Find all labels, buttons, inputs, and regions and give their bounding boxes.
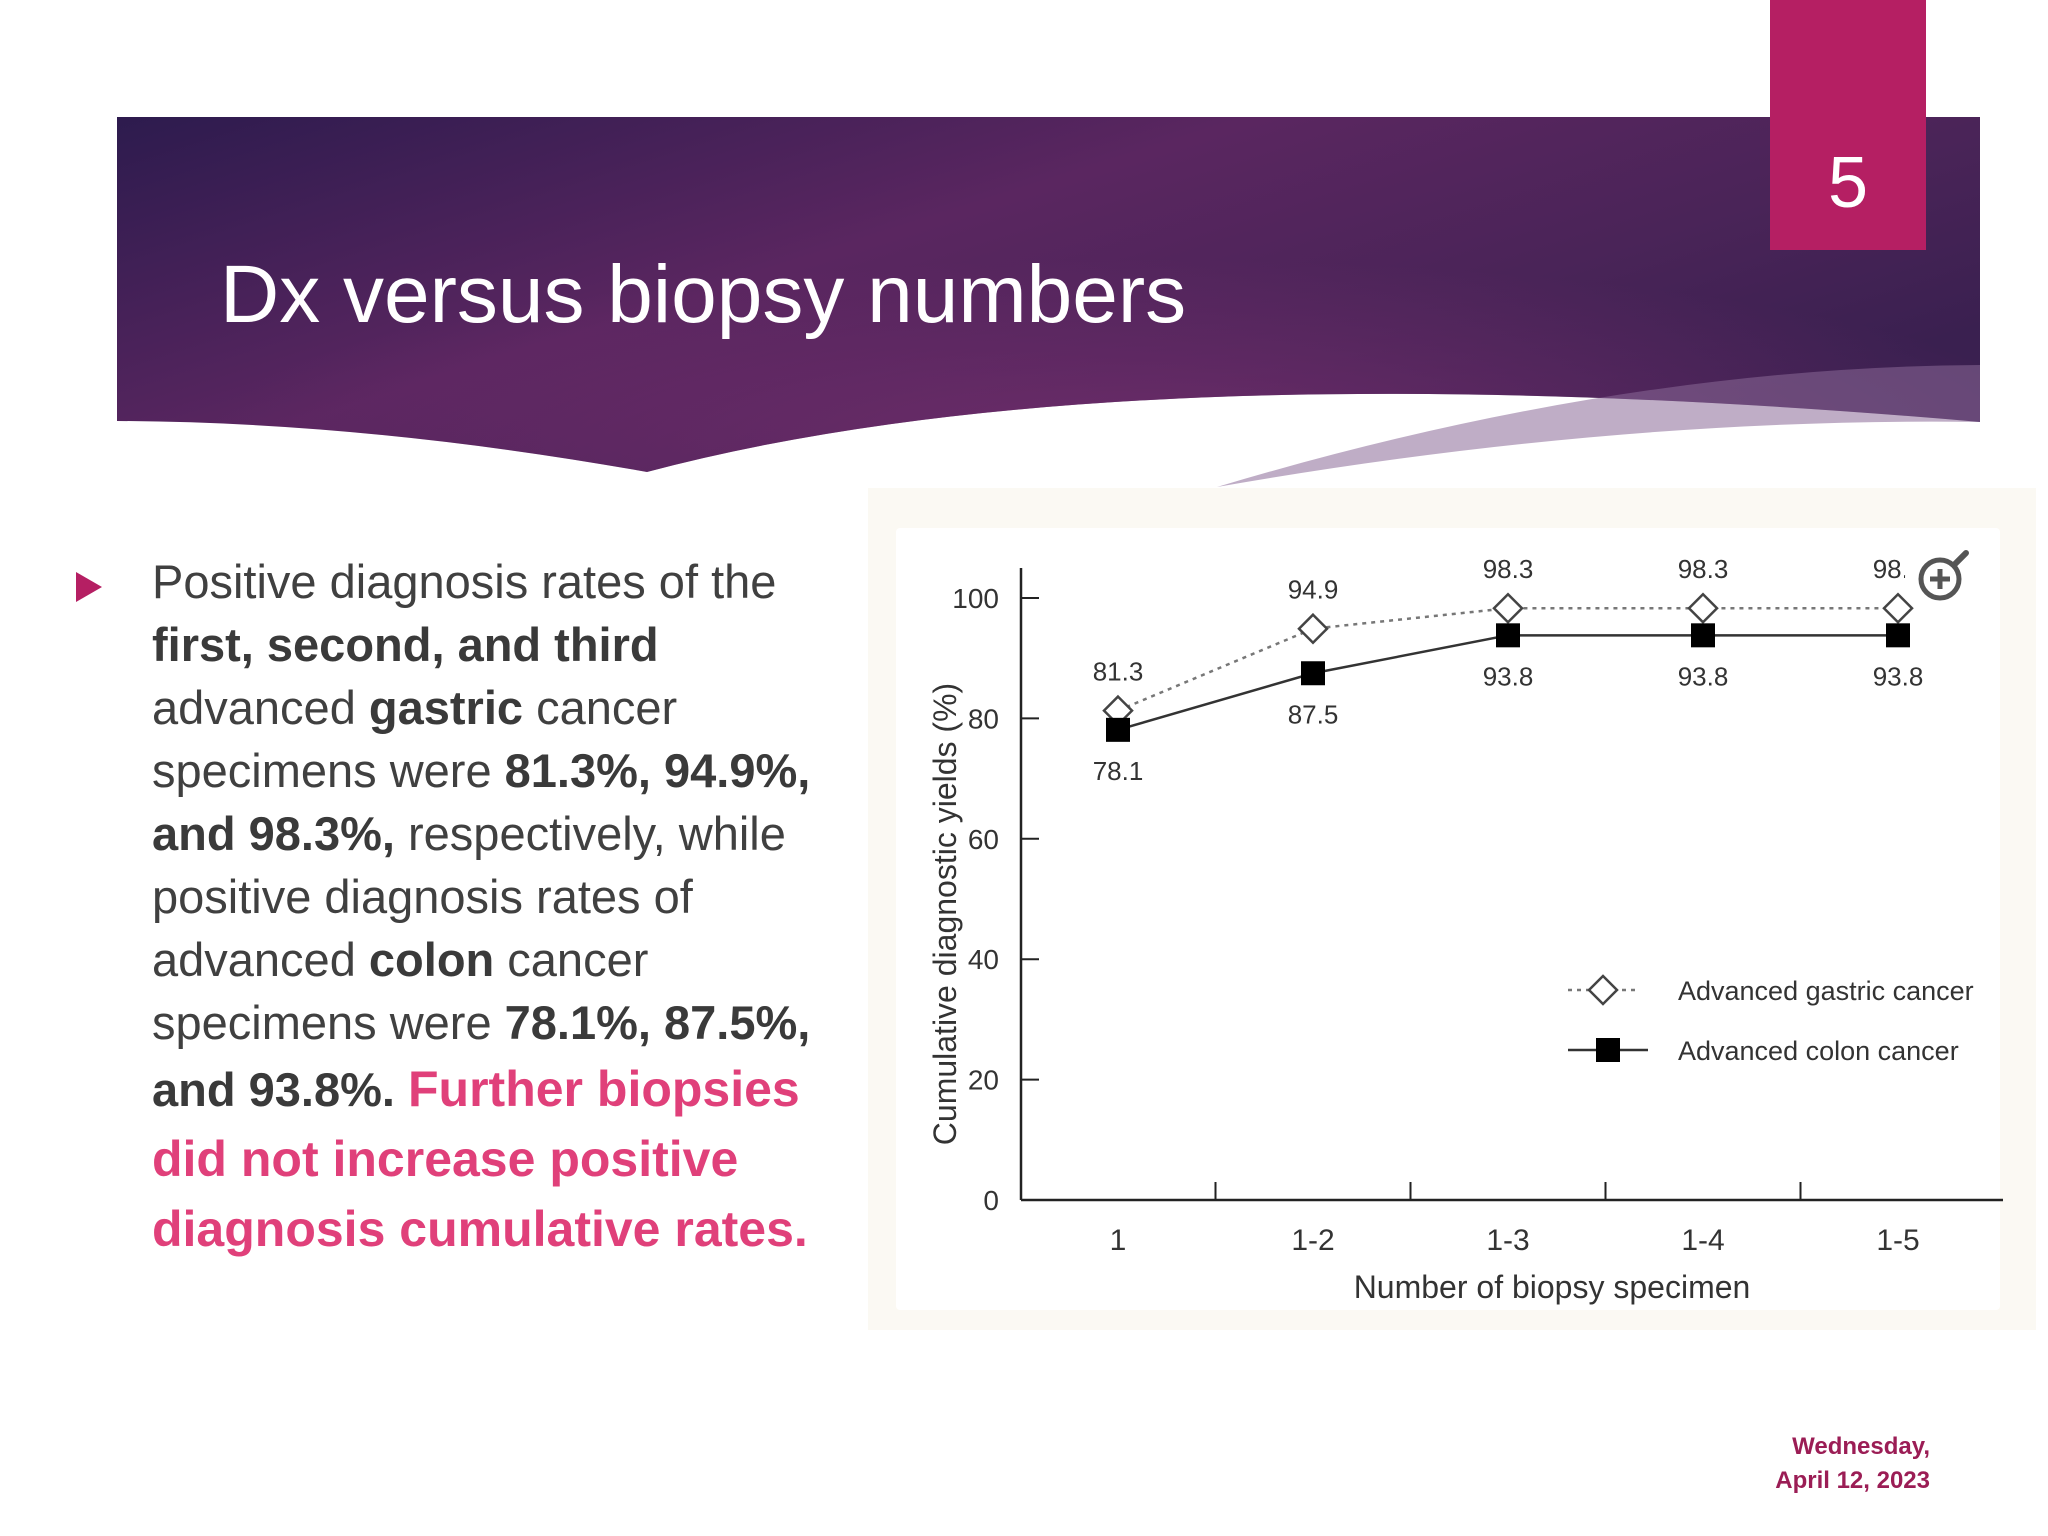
gastric-data-label: 98.3 bbox=[1483, 554, 1534, 584]
page-number: 5 bbox=[1827, 143, 1869, 223]
legend-label-gastric: Advanced gastric cancer bbox=[1678, 976, 1974, 1006]
gastric-data-label: 94.9 bbox=[1288, 575, 1339, 605]
title-banner bbox=[117, 117, 1980, 487]
triangle-bullet-icon bbox=[76, 572, 102, 602]
y-tick-label: 80 bbox=[968, 703, 999, 734]
x-tick-label: 1 bbox=[1110, 1224, 1127, 1257]
colon-point bbox=[1886, 623, 1910, 648]
x-tick-label: 1-5 bbox=[1876, 1224, 1919, 1257]
text-run: cancer specimens were bbox=[152, 933, 649, 1049]
bold-run: gastric bbox=[368, 681, 524, 734]
legend-marker-colon bbox=[1596, 1038, 1620, 1062]
text-run: advanced bbox=[152, 681, 369, 734]
gastric-data-label: 81.3 bbox=[1093, 657, 1144, 687]
colon-point bbox=[1691, 623, 1715, 648]
text-run: respectively, while positive diagnosis r… bbox=[152, 807, 786, 986]
y-tick-label: 0 bbox=[983, 1185, 999, 1216]
y-axis-title: Cumulative diagnostic yields (%) bbox=[927, 683, 963, 1145]
line-chart: 0 20 40 60 80 100 1 1-2 1-3 1-4 1-5 Number of biops… bbox=[896, 528, 2003, 1310]
colon-data-label: 78.1 bbox=[1093, 756, 1144, 786]
colon-data-label: 87.5 bbox=[1288, 699, 1339, 729]
x-tick-label: 1-3 bbox=[1486, 1224, 1529, 1257]
gastric-point bbox=[1492, 592, 1524, 625]
date-weekday: Wednesday, bbox=[1792, 1433, 1930, 1460]
colon-point bbox=[1496, 623, 1520, 648]
legend-marker-gastric bbox=[1587, 974, 1619, 1006]
gastric-point bbox=[1882, 592, 1914, 625]
highlight-text: Further biopsies did not increase positi… bbox=[152, 1061, 808, 1257]
slide-title: Dx versus biopsy numbers bbox=[220, 249, 1187, 340]
y-tick-label: 40 bbox=[968, 944, 999, 975]
text-run: cancer specimens were bbox=[152, 681, 678, 797]
bold-run: colon bbox=[368, 933, 495, 986]
x-tick-label: 1-4 bbox=[1681, 1224, 1724, 1257]
zoom-in-icon bbox=[1918, 550, 1969, 601]
chart-frame bbox=[896, 528, 2000, 1310]
x-tick-label: 1-2 bbox=[1291, 1224, 1334, 1257]
y-tick-label: 60 bbox=[968, 824, 999, 855]
gastric-point bbox=[1297, 612, 1329, 645]
zoom-button[interactable] bbox=[1905, 538, 1983, 616]
bold-run: 78.1%, 87.5%, and 93.8%. bbox=[152, 996, 811, 1116]
y-tick-label: 100 bbox=[952, 583, 999, 614]
x-axis-title: Number of biopsy specimen bbox=[1354, 1269, 1751, 1305]
slide-date: Wednesday, April 12, 2023 bbox=[1700, 1430, 1930, 1498]
text-run: Positive diagnosis rates of the bbox=[152, 555, 777, 608]
colon-data-label: 93.8 bbox=[1678, 661, 1729, 691]
colon-data-label: 93.8 bbox=[1483, 661, 1534, 691]
colon-data-label: 93.8 bbox=[1873, 661, 1924, 691]
legend-label-colon: Advanced colon cancer bbox=[1678, 1036, 1959, 1066]
gastric-point bbox=[1687, 592, 1719, 625]
bold-run: 81.3%, 94.9%, and 98.3%, bbox=[152, 744, 811, 860]
title-banner-shape bbox=[117, 117, 1980, 487]
y-tick-label: 20 bbox=[968, 1065, 999, 1096]
gastric-data-label: 98.3 bbox=[1678, 554, 1729, 584]
bold-run: first, second, and third bbox=[152, 618, 659, 671]
body-paragraph: Positive diagnosis rates of the first, s… bbox=[152, 550, 852, 1264]
chart-panel: 0 20 40 60 80 100 1 1-2 1-3 1-4 1-5 Number of biops… bbox=[868, 488, 2036, 1330]
page-number-badge: 5 bbox=[1770, 0, 1926, 250]
colon-point bbox=[1301, 661, 1325, 686]
colon-point bbox=[1106, 717, 1130, 742]
date-full: April 12, 2023 bbox=[1775, 1467, 1930, 1494]
